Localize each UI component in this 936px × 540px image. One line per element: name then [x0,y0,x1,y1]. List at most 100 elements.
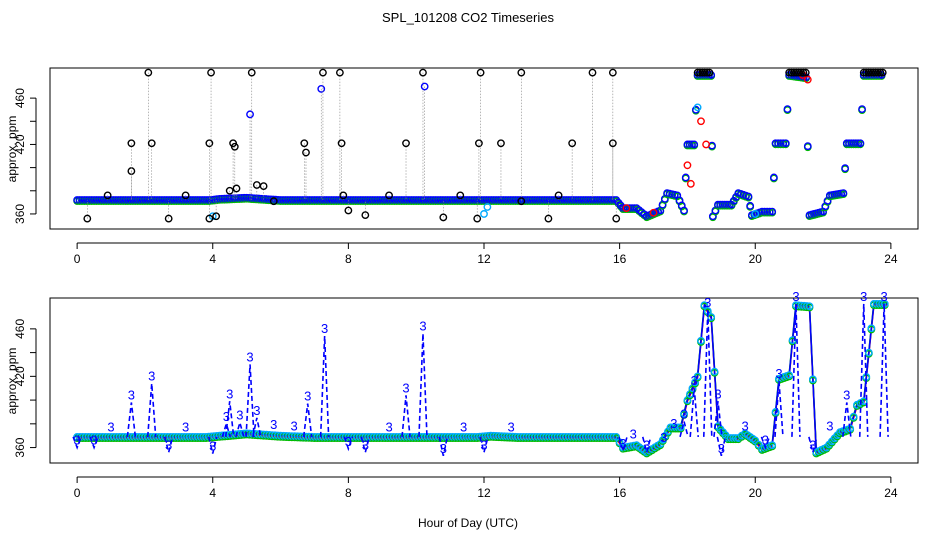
x-tick-label: 16 [613,252,627,266]
plot-frame-top [49,67,919,230]
plateau-point [799,68,808,77]
point-blue [769,173,778,182]
spike-line [791,303,801,437]
series-line [77,301,888,453]
point-red [686,179,695,188]
marker-label: 3 [809,437,816,452]
marker-label: 3 [74,433,81,448]
x-tick-label: 8 [345,252,352,266]
top-axis: 0 4 8 12 16 20 24 360 420 460 [13,88,898,266]
marker-label: 3 [460,420,467,435]
marker-label: 3 [792,289,799,304]
plateau-point [698,68,707,77]
bottom-axis: 0 4 8 12 16 20 24 360 420 460 [13,319,898,500]
spike-line [89,436,99,450]
y-tick-label: 360 [13,204,27,224]
plateau-point [797,68,805,77]
spike-line [224,401,235,437]
x-tick-label: 24 [884,252,898,266]
point-blue [768,207,777,216]
spike-point [588,68,597,77]
spike-point [247,68,256,77]
marker-label: 3 [304,389,311,404]
spike-point [608,139,617,148]
spike-point [205,214,214,223]
marker-label: 3 [670,416,677,431]
point-blue [803,142,812,151]
plateau-point [801,68,810,77]
point-cyan [676,423,685,432]
marker-label: 3 [643,437,650,452]
point-cyan [680,409,688,418]
marker-label: 3 [345,434,352,449]
marker-label: 3 [362,437,369,452]
spike-line [879,303,889,437]
plot-frame-bottom [49,297,919,464]
plateau-point [869,68,878,77]
spike-line [163,436,174,456]
marker-label: 3 [630,427,637,442]
marker-label: 3 [843,387,850,402]
marker-label: 3 [165,437,172,452]
spike-line [679,418,689,438]
y-tick-label: 420 [13,366,27,386]
spike-point [317,84,326,93]
point-cyan [693,103,702,112]
spike-point [612,214,621,223]
marker-label: 3 [826,418,833,433]
spike-point [544,214,553,223]
marker-label: 3 [718,441,725,456]
spike-point [335,68,344,77]
x-tick-label: 12 [477,252,491,266]
point-cyan [849,412,858,421]
spike-point [207,68,215,77]
spike-point [475,139,483,148]
x-tick-label: 0 [74,486,81,500]
point-cyan [771,408,780,416]
x-tick-label: 24 [884,486,898,500]
x-tick-label: 0 [74,252,81,266]
marker-label: 3 [508,420,515,435]
marker-label: 3 [660,430,667,445]
x-tick-label: 20 [749,252,763,266]
series-line [77,302,888,454]
point-blue [690,140,699,149]
marker-label: 3 [321,321,328,336]
spike-point [337,139,346,148]
plateau-point [693,68,702,77]
spike-line [221,421,232,438]
x-tick-label: 4 [209,486,216,500]
marker-label: 3 [253,403,260,418]
point-red [697,117,705,126]
top-series [73,68,887,223]
y-tick-label: 420 [13,134,27,154]
marker-label: 3 [148,368,155,383]
marker-label: 3 [402,380,409,395]
marker-label: 3 [107,420,114,435]
point-cyan [693,372,702,381]
spike-point [419,68,427,77]
spike-point [385,191,393,200]
marker-label: 3 [236,408,243,423]
marker-label: 3 [291,418,298,433]
x-axis-label: Hour of Day (UTC) [418,516,518,530]
spike-line [641,436,652,456]
point-cyan [751,210,760,218]
point-blue [681,173,690,182]
spike-line [438,436,449,457]
marker-label: 3 [223,409,230,424]
marker-label: 3 [128,387,135,402]
spike-line [689,388,700,437]
spike-line [319,335,330,437]
spike-point [83,214,92,223]
plateau-point [696,68,704,77]
spike-point [456,191,465,200]
chart-title: SPL_101208 CO2 Timeseries [382,10,554,25]
point-blue [781,139,790,148]
point-cyan [707,313,716,321]
marker-label: 3 [762,433,769,448]
point-cyan [697,336,705,345]
point-cyan [710,367,719,376]
